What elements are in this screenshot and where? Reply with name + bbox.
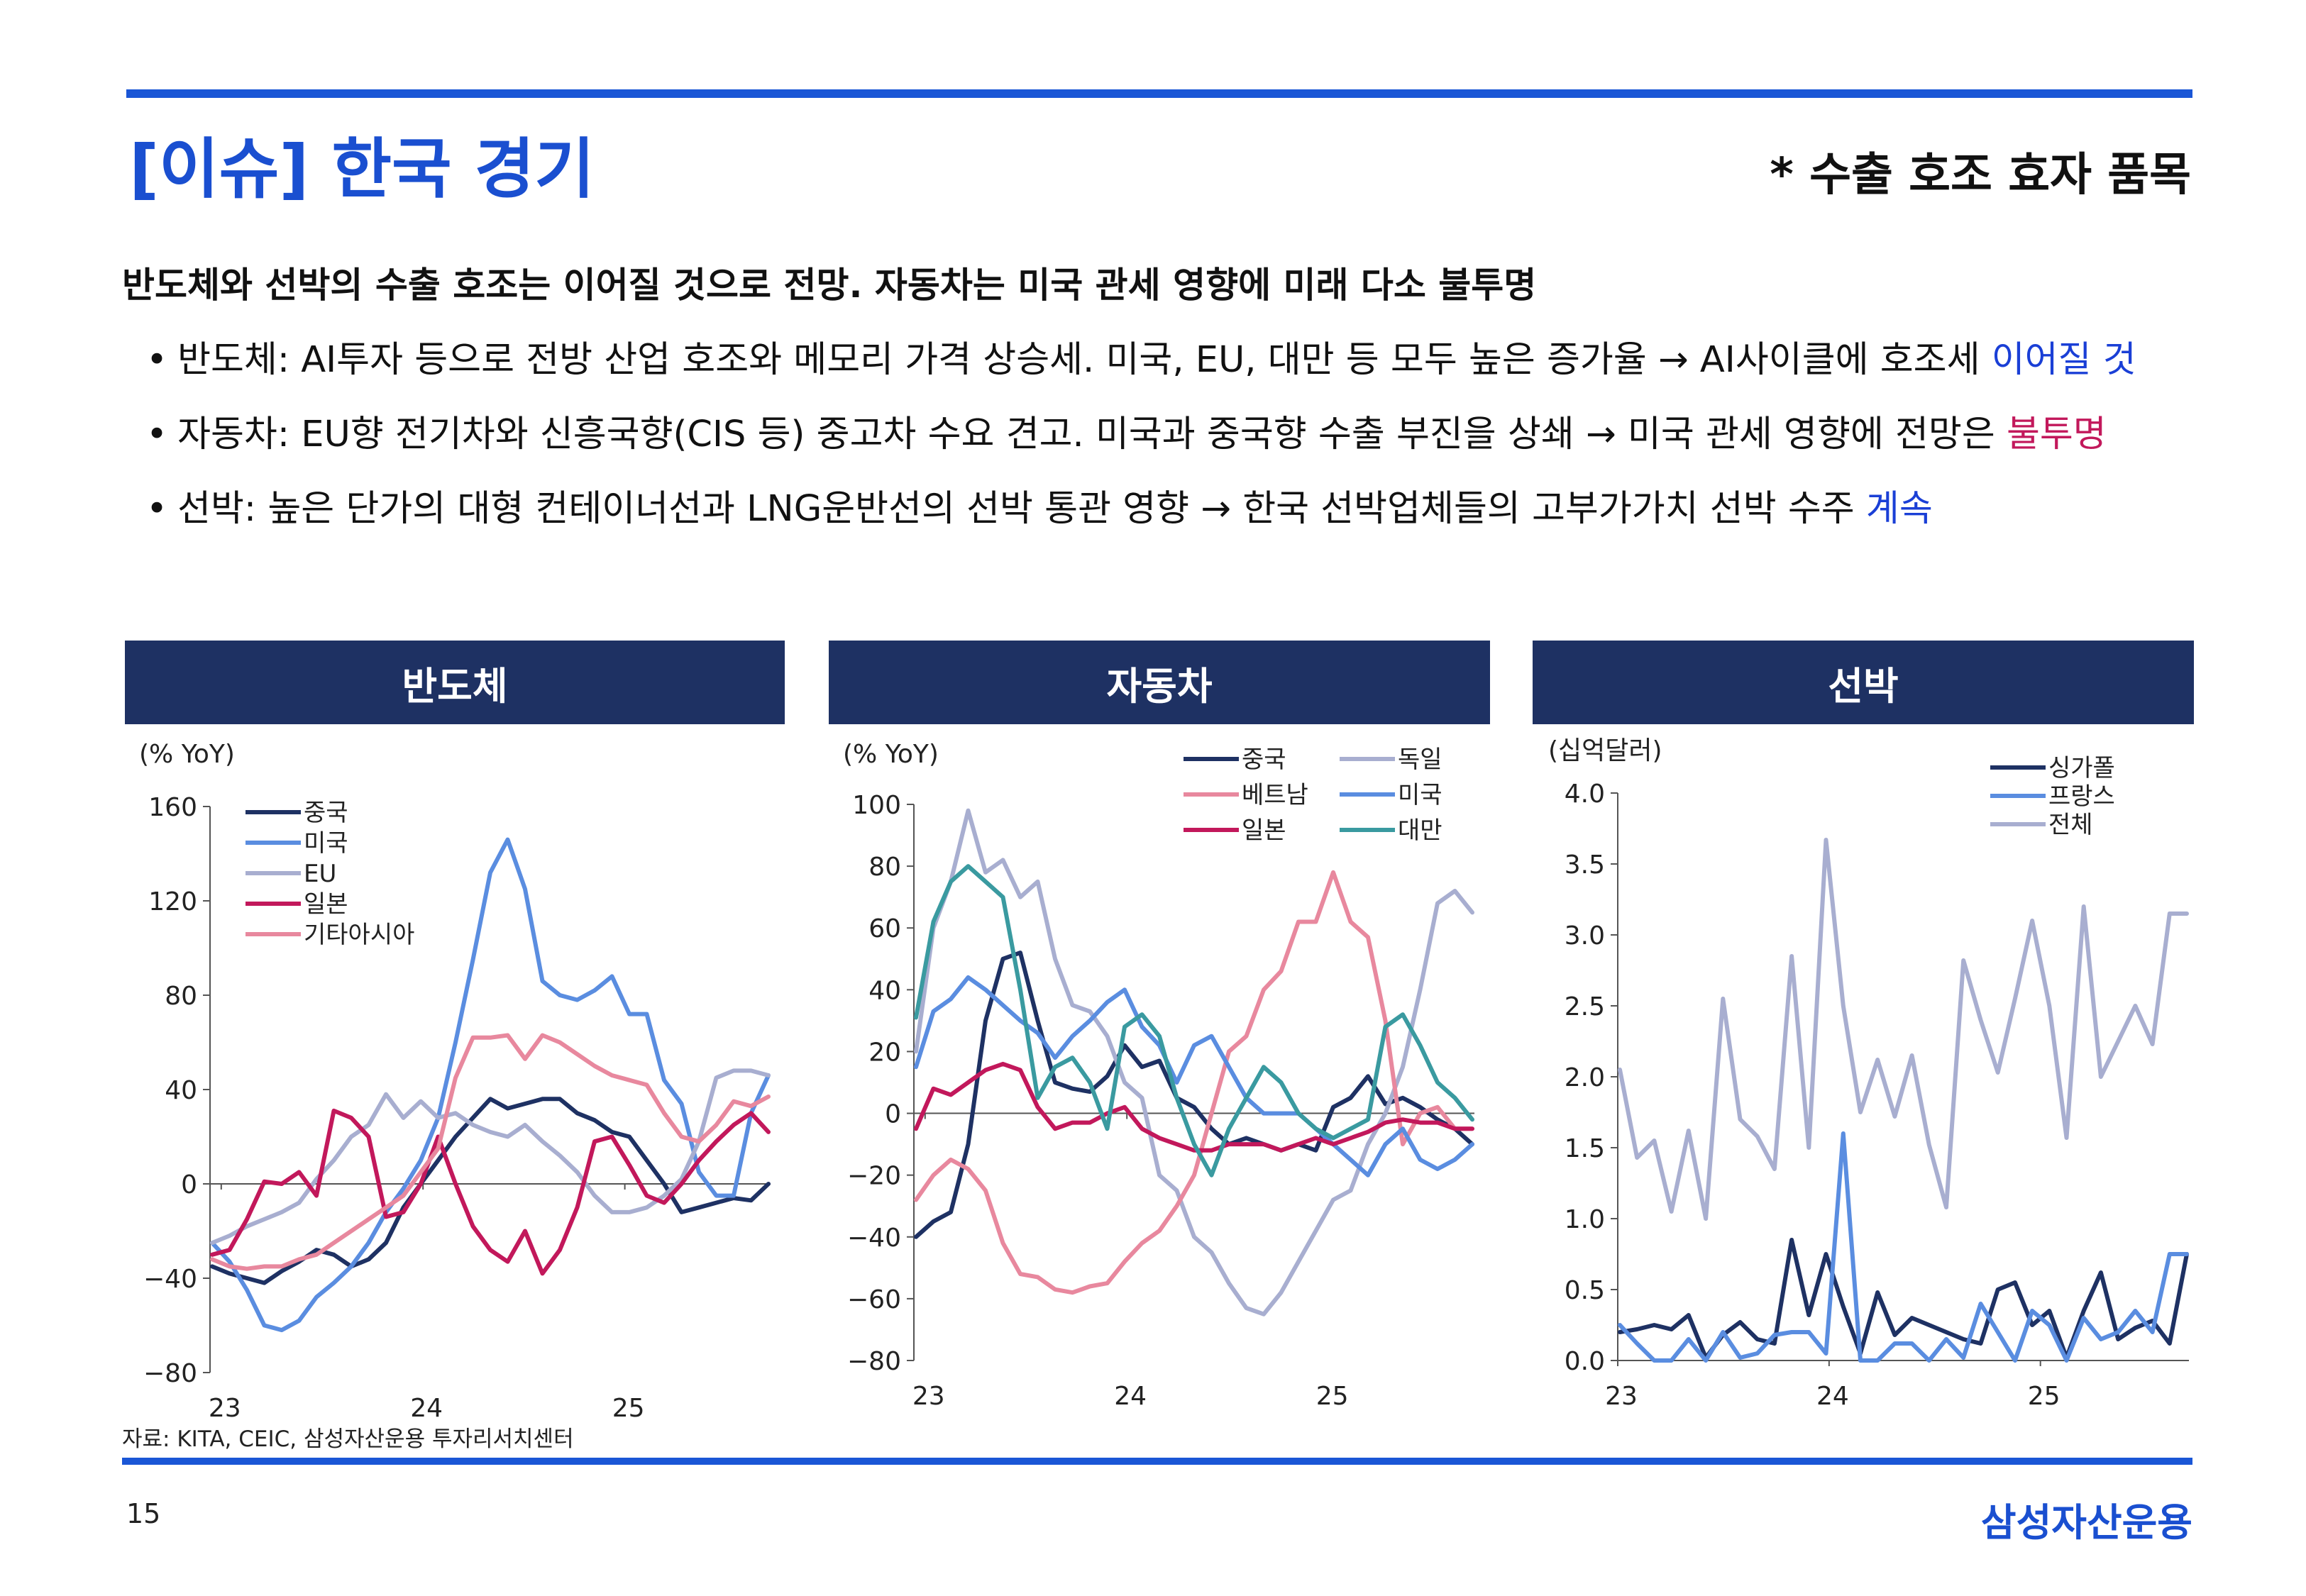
bottom-rule [122,1458,2192,1465]
bullet-highlight: 계속 [1865,488,1933,530]
series-line-2 [1618,1131,2189,1363]
bullet-text: 자동차: EU향 전기차와 신흥국향(CIS 등) 중고차 수요 견고. 미국과… [177,414,2007,455]
bullet-ship: • 선박: 높은 단가의 대형 컨테이너선과 LNG운반선의 선박 통관 영향 →… [146,479,1933,531]
legend-label: 미국 [1398,781,1442,809]
legend-label: 일본 [304,890,348,919]
legend-label: 프랑스 [2048,782,2115,811]
chart-semiconductor: (% YoY) −80 −40 0 40 80 120 160 23 24 25 중국미국EU일본기타… [139,740,771,1419]
x-tick-label: 24 [1114,1382,1147,1411]
y-tick-label: 0 [885,1100,901,1129]
legend-label: 전체 [2048,811,2093,839]
legend-label: 중국 [1242,746,1286,774]
legend-label: 일본 [1242,816,1286,845]
series-line-5 [210,1033,771,1271]
top-rule [126,89,2192,98]
x-tick-label: 24 [410,1394,443,1419]
brand-logo: 삼성자산운용 [1980,1500,2192,1545]
unit-label: (% YoY) [843,740,939,769]
bullet-text: 선박: 높은 단가의 대형 컨테이너선과 LNG운반선의 선박 통관 영향 → … [177,488,1866,530]
series-line-4 [914,975,1474,1177]
x-tick-label: 23 [1605,1382,1638,1411]
bullet-automobile: • 자동차: EU향 전기차와 신흥국향(CIS 등) 중고차 수요 견고. 미국… [146,404,2107,457]
bullet-dot: • [146,488,168,530]
bullet-dot: • [146,339,168,381]
y-tick-label: 0.0 [1565,1347,1605,1376]
y-tick-label: −60 [847,1285,901,1314]
y-tick-label: −20 [847,1162,901,1191]
unit-label: (% YoY) [139,740,235,769]
legend-label: 싱가폴 [2048,754,2115,782]
headline: 반도체와 선박의 수출 호조는 이어질 것으로 전망. 자동차는 미국 관세 영… [122,265,1537,306]
y-tick-label: 3.0 [1565,921,1605,951]
series-line-1 [210,1097,771,1285]
page-number: 15 [126,1498,161,1529]
panel-header-ship: 선박 [1533,641,2194,724]
x-tick-label: 24 [1816,1382,1849,1411]
page-title: [이슈] 한국 경기 [129,131,595,207]
legend-label: 미국 [304,829,348,858]
legend-label: 대만 [1398,816,1442,845]
series-line-1 [914,951,1474,1239]
panel-header-semiconductor: 반도체 [125,641,785,724]
y-tick-label: −80 [847,1347,901,1376]
y-tick-label: 0 [181,1170,197,1199]
y-tick-label: 40 [868,976,901,1005]
series-line-2 [210,837,771,1333]
legend-label: EU [304,860,336,888]
series-line-3 [210,1068,771,1246]
y-tick-label: −40 [143,1265,197,1294]
series-line-3 [1618,838,2189,1221]
bullet-dot: • [146,414,168,455]
bullet-text: 반도체: AI투자 등으로 전방 산업 호조와 메모리 가격 상승세. 미국, … [177,339,1992,381]
y-tick-label: 4.0 [1565,780,1605,809]
x-tick-label: 23 [209,1394,241,1419]
panel-header-automobile: 자동차 [829,641,1490,724]
unit-label: (십억달러) [1548,736,1662,765]
x-tick-label: 23 [912,1382,945,1411]
y-tick-label: 80 [165,982,197,1011]
bullet-highlight: 불투명 [2006,414,2107,455]
legend-label: 중국 [304,799,348,827]
bullet-highlight: 이어질 것 [1991,339,2136,381]
x-tick-label: 25 [612,1394,645,1419]
series-line-6 [914,864,1474,1177]
y-tick-label: 3.5 [1565,850,1605,880]
legend-label: 베트남 [1242,781,1308,809]
series-line-3 [914,870,1474,1295]
chart-ship: (십억달러) 0.0 0.5 1.0 1.5 2.0 2.5 3.0 3.5 4.0 23 24 25 싱… [1548,736,2189,1411]
y-tick-label: 40 [165,1076,197,1105]
y-tick-label: 2.5 [1565,992,1605,1021]
page-subtitle: * 수출 호조 효자 품목 [1770,149,2191,201]
legend-label: 기타아시아 [304,921,414,949]
y-tick-label: 20 [868,1038,901,1067]
x-tick-label: 25 [2028,1382,2060,1411]
series-line-5 [914,1061,1474,1153]
source-note: 자료: KITA, CEIC, 삼성자산운용 투자리서치센터 [122,1426,574,1452]
y-tick-label: 60 [868,914,901,943]
y-tick-label: 160 [148,793,197,822]
chart-automobile: (% YoY) −80 −60 −40 −20 0 20 40 60 80 100 23 24 25 중국 독… [843,740,1474,1411]
y-tick-label: −80 [143,1359,197,1388]
series-line-4 [210,1108,771,1276]
y-tick-label: −40 [847,1224,901,1253]
y-tick-label: 100 [852,791,901,820]
y-tick-label: 2.0 [1565,1063,1605,1092]
y-tick-label: 120 [148,887,197,916]
y-tick-label: 1.5 [1565,1134,1605,1163]
y-tick-label: 80 [868,853,901,882]
bullet-semiconductor: • 반도체: AI투자 등으로 전방 산업 호조와 메모리 가격 상승세. 미국,… [146,330,2136,382]
y-tick-label: 1.0 [1565,1205,1605,1234]
x-tick-label: 25 [1316,1382,1349,1411]
y-tick-label: 0.5 [1565,1276,1605,1305]
legend-label: 독일 [1398,746,1442,774]
